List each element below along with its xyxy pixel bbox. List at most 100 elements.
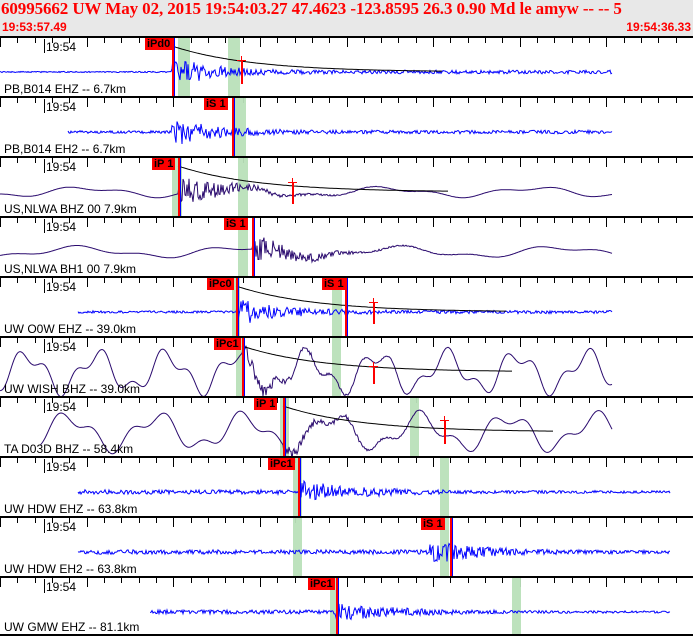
axis-tick-minor [502, 278, 503, 283]
phase-pick-line[interactable] [336, 578, 338, 634]
channel-label[interactable]: PB,B014 EHZ -- 6.7km [4, 82, 127, 96]
axis-tick-minor [468, 218, 469, 223]
axis-tick-major [520, 38, 521, 47]
axis-tick-minor [156, 458, 157, 463]
axis-tick-minor [502, 38, 503, 43]
axis-tick-minor [485, 578, 486, 583]
axis-tick-minor [139, 158, 140, 163]
axis-tick-major [87, 518, 88, 527]
axis-tick-major [347, 338, 348, 347]
phase-pick-line[interactable] [345, 278, 347, 336]
phase-pick-label[interactable]: iPc1 [214, 338, 241, 350]
channel-label[interactable]: UW HDW EH2 -- 63.8km [4, 562, 137, 576]
phase-pick-label[interactable]: iS 1 [322, 278, 346, 290]
axis-tick-minor [277, 278, 278, 283]
axis-tick-minor [364, 338, 365, 343]
trace-panel[interactable]: 19:54 iPc1 UW HDW EHZ -- 63.8km [0, 456, 693, 516]
axis-tick-minor [624, 458, 625, 463]
phase-pick-label[interactable]: iP 1 [254, 398, 278, 410]
phase-pick-line[interactable] [298, 458, 300, 516]
phase-pick-line[interactable] [242, 338, 244, 396]
amplitude-marker-stem [373, 366, 375, 384]
axis-tick-minor [17, 218, 18, 223]
axis-tick-major [347, 458, 348, 467]
channel-label[interactable]: UW O0W EHZ -- 39.0km [4, 322, 137, 336]
axis-tick-major [606, 398, 607, 407]
axis-tick-minor [589, 38, 590, 43]
phase-pick-line[interactable] [450, 518, 452, 576]
coda-window-band [238, 218, 248, 276]
channel-label[interactable]: US,NLWA BH1 00 7.9km [4, 262, 137, 276]
phase-pick-label[interactable]: iPc1 [308, 578, 335, 590]
phase-pick-line[interactable] [252, 218, 254, 276]
axis-tick-minor [589, 398, 590, 403]
axis-tick-minor [381, 458, 382, 463]
axis-tick-minor [121, 158, 122, 163]
axis-tick-major [433, 398, 434, 407]
trace-panel[interactable]: 19:54 iPc1 UW WISH BHZ -- 39.0km [0, 336, 693, 396]
time-axis [0, 38, 693, 48]
axis-tick-minor [450, 158, 451, 163]
trace-panel[interactable]: 19:54 iS 1 UW HDW EH2 -- 63.8km [0, 516, 693, 576]
axis-tick-major [433, 458, 434, 467]
axis-tick-minor [52, 338, 53, 343]
axis-tick-minor [121, 38, 122, 43]
channel-label[interactable]: UW HDW EHZ -- 63.8km [4, 502, 138, 516]
axis-tick-minor [69, 218, 70, 223]
axis-tick-minor [641, 278, 642, 283]
axis-tick-minor [381, 398, 382, 403]
channel-label[interactable]: UW GMW EHZ -- 81.1km [4, 620, 140, 634]
axis-tick-major [606, 578, 607, 587]
axis-tick-minor [329, 38, 330, 43]
axis-tick-minor [364, 38, 365, 43]
phase-pick-line[interactable] [283, 398, 285, 456]
phase-pick-label[interactable]: iS 1 [224, 218, 248, 230]
phase-pick-label[interactable]: iS 1 [204, 98, 228, 110]
trace-panel[interactable]: 19:54 iP 1 US,NLWA BHZ 00 7.9km [0, 156, 693, 216]
channel-label[interactable]: US,NLWA BHZ 00 7.9km [4, 202, 137, 216]
axis-tick-minor [52, 158, 53, 163]
coda-window-band [178, 38, 190, 96]
phase-pick-line[interactable] [172, 38, 174, 96]
trace-panel[interactable]: 19:54 iPd0 PB,B014 EHZ -- 6.7km [0, 36, 693, 96]
axis-tick-minor [191, 458, 192, 463]
axis-tick-minor [295, 338, 296, 343]
axis-tick-minor [502, 158, 503, 163]
phase-pick-label[interactable]: iPc1 [268, 458, 295, 470]
channel-label[interactable]: TA D03D BHZ -- 58.4km [4, 442, 134, 456]
phase-pick-line[interactable] [236, 278, 238, 336]
trace-panel[interactable]: 19:54 iS 1 PB,B014 EH2 -- 6.7km [0, 96, 693, 156]
axis-tick-minor [468, 398, 469, 403]
axis-tick-minor [572, 338, 573, 343]
axis-tick-minor [554, 458, 555, 463]
trace-panel[interactable]: 19:54 iPc0 iS 1 UW O0W EHZ -- 39.0km [0, 276, 693, 336]
axis-tick-minor [381, 98, 382, 103]
phase-pick-line[interactable] [232, 98, 234, 156]
axis-tick-major [173, 278, 174, 287]
phase-pick-label[interactable]: iPc0 [207, 278, 234, 290]
axis-tick-major [0, 98, 1, 107]
trace-panel-list[interactable]: 19:54 iPd0 PB,B014 EHZ -- 6.7km 19:54 iS 1 PB… [0, 36, 693, 638]
axis-tick-major [260, 278, 261, 287]
channel-label[interactable]: UW WISH BHZ -- 39.0km [4, 382, 141, 396]
phase-pick-line[interactable] [178, 158, 180, 216]
phase-pick-label[interactable]: iS 1 [421, 518, 445, 530]
trace-panel[interactable]: 19:54 iP 1 TA D03D BHZ -- 58.4km [0, 396, 693, 456]
axis-tick-major [87, 38, 88, 47]
channel-label[interactable]: PB,B014 EH2 -- 6.7km [4, 142, 126, 156]
axis-tick-minor [485, 98, 486, 103]
axis-tick-major [606, 38, 607, 47]
trace-panel[interactable]: 19:54 iPc1 UW GMW EHZ -- 81.1km [0, 576, 693, 636]
axis-tick-minor [502, 518, 503, 523]
phase-pick-label[interactable]: iPd0 [145, 38, 173, 50]
phase-pick-line-secondary [174, 38, 175, 96]
axis-tick-minor [589, 158, 590, 163]
axis-tick-minor [468, 518, 469, 523]
phase-pick-label[interactable]: iP 1 [152, 158, 176, 170]
axis-tick-minor [243, 458, 244, 463]
axis-tick-minor [104, 158, 105, 163]
axis-tick-minor [17, 98, 18, 103]
axis-tick-major [0, 518, 1, 527]
trace-panel[interactable]: 19:54 iS 1 US,NLWA BH1 00 7.9km [0, 216, 693, 276]
axis-tick-minor [450, 218, 451, 223]
